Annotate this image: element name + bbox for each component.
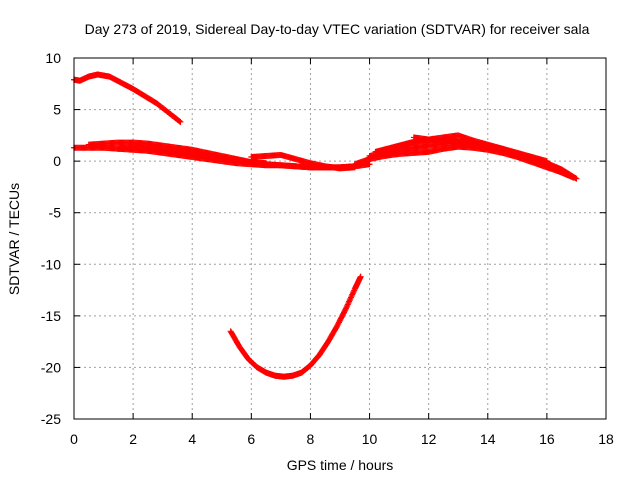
y-tick-label: 0	[53, 153, 61, 169]
data-point	[176, 118, 183, 125]
data-point	[346, 297, 353, 304]
data-point	[366, 161, 373, 168]
data-points	[71, 71, 580, 380]
y-tick-label: -10	[41, 256, 61, 272]
x-axis-label: GPS time / hours	[287, 457, 394, 473]
axis-ticks: 0 2 4 6 8 10 12 14 16 18 -25 -20 -15 -10 -5 0 5 10	[41, 50, 614, 447]
x-tick-label: 18	[598, 431, 614, 447]
data-point	[345, 300, 352, 307]
data-point	[343, 304, 350, 311]
x-tick-label: 6	[247, 431, 255, 447]
x-tick-label: 8	[307, 431, 315, 447]
data-point	[342, 305, 349, 312]
series-band-h	[410, 132, 580, 182]
series-band-c	[115, 143, 270, 167]
y-tick-label: 10	[45, 50, 61, 66]
x-tick-label: 14	[480, 431, 496, 447]
data-point	[349, 291, 356, 298]
data-point	[342, 306, 349, 313]
chart-title: Day 273 of 2019, Sidereal Day-to-day VTE…	[85, 21, 590, 37]
x-tick-label: 4	[188, 431, 196, 447]
data-point	[357, 273, 364, 280]
plot-frame	[73, 57, 607, 420]
series-band-d	[248, 151, 358, 172]
x-tick-label: 10	[362, 431, 378, 447]
x-tick-label: 16	[539, 431, 555, 447]
y-tick-label: -5	[49, 205, 62, 221]
y-axis-label: SDTVAR / TECUs	[6, 183, 22, 295]
data-point	[572, 175, 579, 182]
y-tick-label: -25	[41, 411, 61, 427]
data-point	[263, 160, 270, 167]
data-point	[349, 290, 356, 297]
series-arc-deep	[227, 273, 364, 380]
data-point	[177, 118, 184, 125]
series-arc-upper	[71, 71, 184, 125]
y-tick-label: -20	[41, 359, 61, 375]
grid	[74, 58, 606, 419]
data-point	[348, 293, 355, 300]
x-tick-label: 2	[129, 431, 137, 447]
y-tick-label: 5	[53, 102, 61, 118]
data-point	[573, 175, 580, 182]
x-tick-label: 0	[70, 431, 78, 447]
x-tick-label: 12	[421, 431, 437, 447]
y-tick-label: -15	[41, 308, 61, 324]
data-point	[346, 298, 353, 305]
